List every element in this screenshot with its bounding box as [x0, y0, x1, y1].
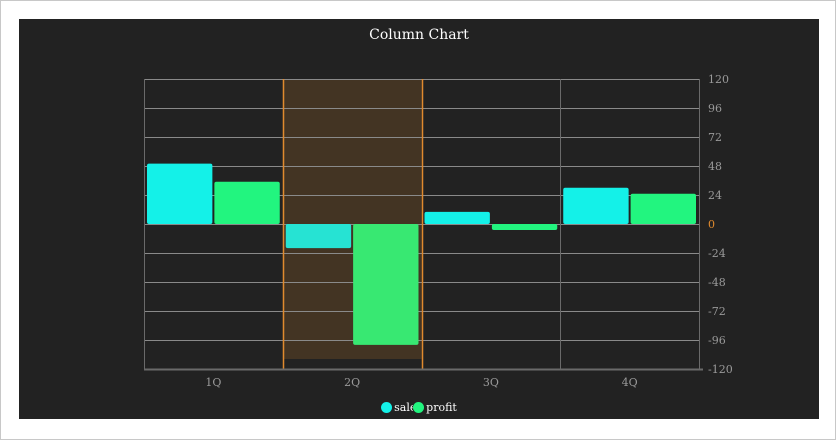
bar-profit-2Q	[353, 224, 419, 345]
bar-profit-1Q	[214, 181, 280, 224]
x-tick-label-3Q: 3Q	[483, 376, 499, 389]
legend-label-sales: sales	[394, 401, 414, 414]
bar-sales-1Q	[147, 163, 213, 224]
y-tick-label-48: 48	[708, 160, 722, 173]
legend: sales profit	[19, 401, 819, 414]
y-tick-label--48: -48	[708, 276, 726, 289]
bar-sales-2Q	[285, 224, 352, 249]
y-tick-label--96: -96	[708, 334, 726, 347]
legend-swatch-sales	[381, 402, 393, 413]
x-tick-label-4Q: 4Q	[622, 376, 638, 389]
chart-title: Column Chart	[369, 27, 469, 43]
y-tick-label-0: 0	[708, 218, 715, 231]
y-tick-label-72: 72	[708, 131, 722, 144]
bar-profit-4Q	[630, 193, 696, 224]
y-tick-label-24: 24	[708, 189, 722, 202]
y-tick-label-96: 96	[708, 102, 722, 115]
legend-item-profit[interactable]: profit	[413, 401, 457, 414]
y-tick-label--120: -120	[708, 363, 733, 376]
y-tick-label--24: -24	[708, 247, 726, 260]
legend-swatch-profit	[413, 402, 425, 413]
x-tick-label-2Q: 2Q	[344, 376, 360, 389]
bar-profit-3Q	[491, 224, 558, 231]
chart-panel: Column Chart 120 96 72 48 24 0 -24 -48 -72 -96 -12…	[19, 19, 819, 419]
legend-label-profit: profit	[426, 401, 457, 414]
x-tick-label-1Q: 1Q	[205, 376, 221, 389]
y-tick-label-120: 120	[708, 73, 729, 86]
y-tick-label--72: -72	[708, 305, 726, 318]
bar-sales-3Q	[424, 211, 490, 224]
legend-item-sales[interactable]: sales	[381, 401, 413, 414]
plot-area: 120 96 72 48 24 0 -24 -48 -72 -96 -120 1Q 2Q 3Q 4Q	[144, 73, 733, 389]
bar-sales-4Q	[563, 187, 629, 224]
